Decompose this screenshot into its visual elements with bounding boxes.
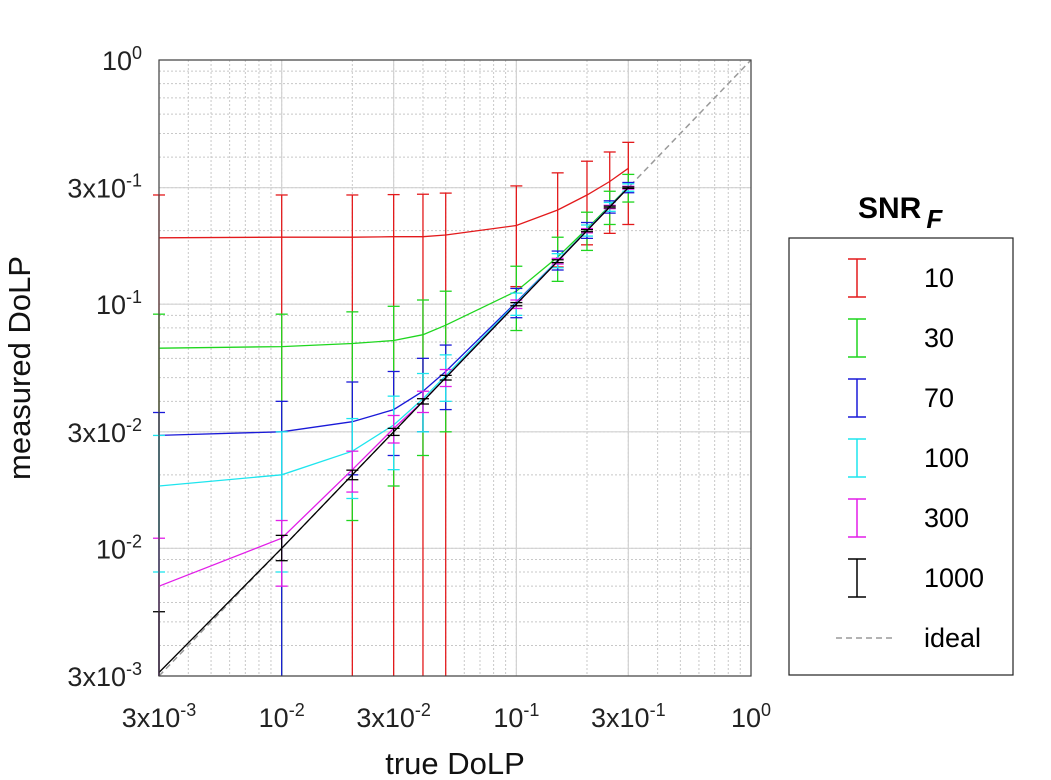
legend-box <box>788 237 1014 676</box>
legend-title: SNR F <box>858 192 943 234</box>
error-bar <box>275 534 288 562</box>
error-bar <box>580 228 593 233</box>
legend-entry-10: 10 <box>848 258 954 298</box>
error-bar <box>622 186 635 190</box>
x-tick-label: 10-1 <box>493 700 539 733</box>
legend-entry-100: 100 <box>848 438 969 478</box>
tick-exponent: -1 <box>650 700 666 720</box>
tick-base: 3x10 <box>67 418 126 448</box>
error-bar <box>416 398 429 405</box>
plot-area-frame <box>158 59 752 677</box>
legend-title-main: SNR <box>858 192 922 225</box>
tick-base: 3x10 <box>67 662 126 692</box>
x-axis-label: true DoLP <box>385 746 525 780</box>
tick-base: 10 <box>96 534 126 564</box>
legend-entry-ideal: ideal <box>836 623 981 653</box>
tick-exponent: 0 <box>132 43 142 63</box>
error-bar <box>510 301 523 307</box>
y-tick-label: 100 <box>102 43 142 76</box>
tick-exponent: 0 <box>761 700 771 720</box>
error-bar <box>387 427 400 437</box>
tick-base: 3x10 <box>67 174 126 204</box>
error-bar <box>603 205 616 209</box>
series-1000 <box>153 186 635 676</box>
tick-base: 10 <box>493 703 523 733</box>
tick-exponent: -1 <box>126 171 142 191</box>
legend: 10 30 70 100 300 1000 ideal <box>836 258 984 653</box>
legend-entry-30: 30 <box>848 318 954 358</box>
tick-base: 3x10 <box>122 703 181 733</box>
legend-entry-70: 70 <box>848 378 954 418</box>
legend-title-subscript: F <box>926 204 943 234</box>
tick-exponent: -1 <box>126 287 142 307</box>
legend-entry-1000: 1000 <box>848 558 984 598</box>
x-tick-label: 3x10-3 <box>122 700 197 733</box>
x-tick-label: 100 <box>731 700 771 733</box>
y-tick-label: 3x10-3 <box>67 659 142 692</box>
tick-exponent: -1 <box>523 700 539 720</box>
tick-base: 3x10 <box>591 703 650 733</box>
tick-exponent: -2 <box>126 415 142 435</box>
tick-exponent: -3 <box>180 700 196 720</box>
tick-base: 10 <box>96 290 126 320</box>
legend-label: 1000 <box>924 563 984 593</box>
y-tick-label: 10-2 <box>96 531 142 564</box>
error-bar <box>439 374 452 381</box>
legend-label: 300 <box>924 503 969 533</box>
error-bar <box>346 469 359 481</box>
legend-label: 10 <box>924 263 954 293</box>
error-bar <box>551 259 564 264</box>
legend-label: 70 <box>924 383 954 413</box>
x-tick-label: 10-2 <box>259 700 305 733</box>
legend-entry-300: 300 <box>848 498 969 538</box>
x-tick-labels: 3x10-3 10-2 3x10-2 10-1 3x10-1 100 <box>122 700 771 733</box>
legend-label: 30 <box>924 323 954 353</box>
series-layer <box>153 59 752 677</box>
y-tick-label: 3x10-1 <box>67 171 142 204</box>
error-bar <box>439 192 452 676</box>
legend-label: ideal <box>924 623 981 653</box>
x-tick-label: 3x10-2 <box>356 700 431 733</box>
tick-base: 3x10 <box>356 703 415 733</box>
tick-exponent: -2 <box>126 531 142 551</box>
tick-exponent: -2 <box>289 700 305 720</box>
y-tick-label: 10-1 <box>96 287 142 320</box>
tick-exponent: -2 <box>415 700 431 720</box>
x-tick-label: 3x10-1 <box>591 700 666 733</box>
y-axis-label: measured DoLP <box>2 256 37 480</box>
tick-base: 10 <box>259 703 289 733</box>
tick-base: 10 <box>731 703 761 733</box>
y-tick-label: 3x10-2 <box>67 415 142 448</box>
tick-exponent: -3 <box>126 659 142 679</box>
legend-label: 100 <box>924 443 969 473</box>
tick-base: 10 <box>102 46 132 76</box>
